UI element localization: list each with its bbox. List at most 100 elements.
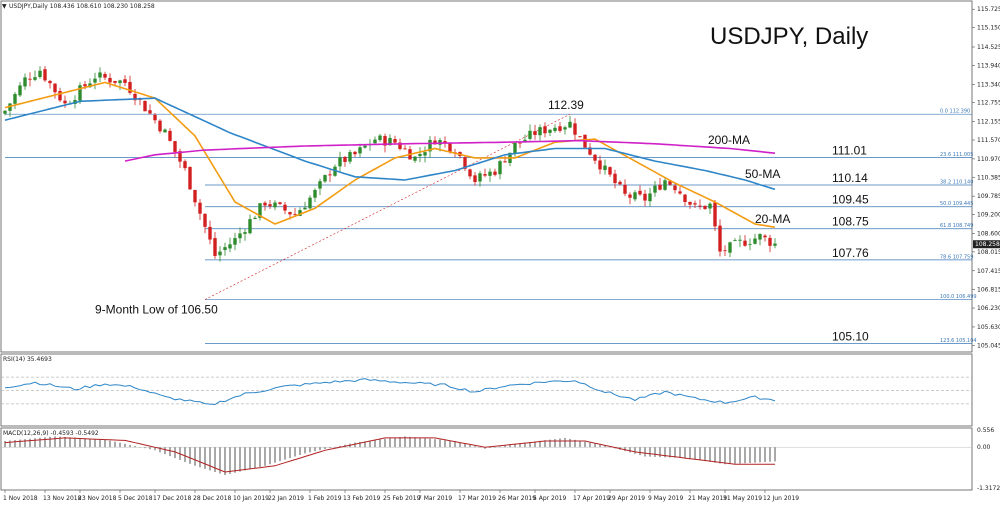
candle-body [598,160,602,170]
candle-body [418,153,422,157]
macd-histogram-bar [569,438,571,448]
candle-body [83,84,87,87]
macd-histogram-bar [559,438,561,448]
candle-body [493,171,497,175]
macd-histogram-bar [749,447,751,463]
macd-histogram-bar [604,445,606,448]
macd-histogram-bar [694,447,696,460]
candle-body [98,72,102,78]
macd-histogram-bar [24,439,26,448]
macd-histogram-bar [664,447,666,458]
price-axis-label: 105.630 [977,324,1000,331]
candle-body [193,189,197,203]
date-axis-label: 25 Feb 2019 [383,495,421,502]
macd-histogram-bar [284,447,286,460]
candle-body [658,184,662,190]
candle-body [358,147,362,154]
macd-histogram-bar [439,439,441,448]
macd-histogram-bar [174,447,176,459]
candle-body [288,212,292,215]
candle-body [698,205,702,207]
macd-histogram-bar [194,447,196,466]
date-axis-label: 17 Mar 2019 [458,495,496,502]
macd-histogram-bar [399,436,401,448]
macd-histogram-bar [524,442,526,448]
macd-histogram-bar [699,447,701,461]
macd-histogram-bar [519,443,521,448]
macd-histogram-bar [274,447,276,463]
macd-histogram-bar [329,447,331,448]
candle-body [448,143,452,152]
macd-histogram-bar [579,440,581,448]
candle-body [378,135,382,141]
candle-body [168,130,172,141]
fib-level-small-label: 123.6 105.104 [940,338,977,344]
candle-body [338,157,342,167]
candle-body [503,161,507,163]
price-axis-label: 108.600 [977,230,1000,237]
macd-histogram-bar [404,436,406,448]
macd-histogram-bar [364,441,366,448]
candle-body [28,78,32,80]
candle-body [218,251,222,256]
macd-histogram-bar [99,439,101,448]
candle-body [123,79,127,83]
price-axis-label: 113.340 [977,81,1000,88]
macd-histogram-bar [534,441,536,448]
macd-histogram-bar [374,440,376,448]
candle-body [283,204,287,211]
date-axis-label: 5 Dec 2018 [118,495,153,502]
candle-body [108,77,112,83]
macd-histogram-bar [164,447,166,455]
price-axis-label: 108.015 [977,249,1000,256]
rsi-layer [1,376,972,406]
macd-histogram-bar [259,447,261,467]
date-axis-label: 1 Nov 2018 [3,495,38,502]
macd-histogram-bar [199,447,201,468]
date-axis-label: 23 Nov 2018 [78,495,117,502]
candle-body [178,151,182,162]
price-axis-label: 112.155 [977,119,1000,126]
rsi-title: RSI(14) 35.4693 [3,356,52,363]
macd-histogram-bar [84,438,86,448]
macd-histogram-bar [184,447,186,462]
price-axis-label: 111.570 [977,137,1000,144]
date-axis-label: 22 Jan 2019 [268,495,304,502]
candle-body [313,189,317,198]
ma-label: 50-MA [745,167,780,181]
date-axis-label: 26 Mar 2019 [498,495,536,502]
candle-body [433,140,437,145]
candle-body [533,131,537,135]
macd-histogram-bar [79,437,81,448]
candle-body [528,130,532,139]
candle-body [398,142,402,149]
candle-body [553,127,557,132]
macd-histogram-bar [429,438,431,448]
macd-histogram-bar [414,437,416,448]
candle-body [258,203,262,218]
candle-body [423,152,427,156]
candle-body [208,226,212,240]
symbol-menu-arrow-icon[interactable]: ▼ [2,3,7,10]
candle-body [768,237,772,246]
fib-level-small-label: 0.0 112.390 [940,109,970,115]
current-price-marker [973,240,1000,249]
candle-body [633,192,637,200]
macd-histogram-bar [544,440,546,448]
candle-body [483,174,487,176]
candle-body [678,191,682,194]
candle-body [673,185,677,191]
macd-histogram-bar [564,437,566,448]
candle-body [668,181,672,185]
candle-body [608,167,612,175]
macd-histogram-bar [444,440,446,448]
candle-body [278,202,282,204]
date-axis-label: 1 Feb 2019 [308,495,342,502]
macd-histogram-bar [704,447,706,462]
price-axis-label: 105.045 [977,342,1000,349]
fib-level-price-label: 108.75 [832,215,869,229]
macd-histogram-bar [54,436,56,448]
macd-histogram-bar [539,440,541,448]
macd-histogram-bar [654,447,656,457]
